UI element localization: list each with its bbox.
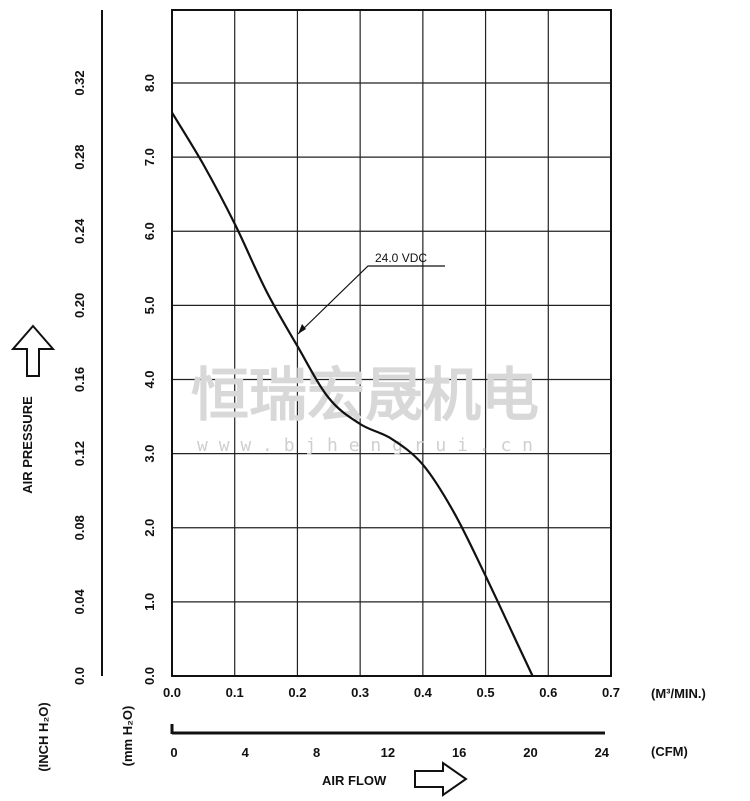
- plot-frame: [171, 9, 612, 677]
- grid: [172, 10, 611, 676]
- cfm-tick-label: 16: [452, 745, 466, 760]
- cfm-tick-label: 24: [595, 745, 610, 760]
- cfm-unit-label: (CFM): [651, 744, 688, 759]
- inch-tick-label: 0.12: [72, 441, 87, 466]
- cfm-tick-labels: 0 4 8 12 16 20 24: [170, 745, 609, 760]
- x-axis-label: AIR FLOW: [322, 773, 387, 788]
- inch-tick-label: 0.32: [72, 70, 87, 95]
- x-unit-label: (M³/MIN.): [651, 686, 706, 701]
- cfm-tick-label: 8: [313, 745, 320, 760]
- cfm-tick-label: 12: [381, 745, 395, 760]
- mmh2o-tick-label: 1.0: [142, 593, 157, 611]
- mmh2o-tick-label: 3.0: [142, 445, 157, 463]
- x-tick-label: 0.5: [477, 685, 495, 700]
- mmh2o-unit-label: (mm H₂O): [120, 706, 135, 767]
- x-tick-label: 0.4: [414, 685, 433, 700]
- watermark: 恒瑞宏晟机电 w w w . b j h e n g r u i . c n: [191, 361, 539, 456]
- inch-tick-label: 0.04: [72, 588, 87, 614]
- series-line-24vdc: [171, 112, 534, 677]
- x-tick-labels: 0.0 0.1 0.2 0.3 0.4 0.5 0.6 0.7: [163, 685, 620, 700]
- mmh2o-tick-label: 2.0: [142, 519, 157, 537]
- mmh2o-tick-labels: 0.0 1.0 2.0 3.0 4.0 5.0 6.0 7.0 8.0: [142, 74, 157, 685]
- inch-tick-label: 0.20: [72, 293, 87, 318]
- mmh2o-tick-label: 4.0: [142, 370, 157, 388]
- x-tick-label: 0.6: [539, 685, 557, 700]
- cfm-tick-label: 20: [523, 745, 537, 760]
- annotation-leader: [297, 265, 445, 335]
- inch-tick-label: 0.28: [72, 144, 87, 169]
- arrow-right-icon: [414, 761, 468, 797]
- y-axis-label: AIR PRESSURE: [20, 396, 35, 494]
- x-tick-label: 0.3: [351, 685, 369, 700]
- x-tick-label: 0.7: [602, 685, 620, 700]
- arrow-up-icon: [10, 324, 56, 377]
- inch-tick-labels: 0.0 0.04 0.08 0.12 0.16 0.20 0.24 0.28 0.32: [72, 70, 87, 685]
- mmh2o-tick-label: 5.0: [142, 296, 157, 314]
- x-tick-label: 0.0: [163, 685, 181, 700]
- annotation-arrowhead: [298, 324, 306, 334]
- mmh2o-tick-label: 8.0: [142, 74, 157, 92]
- x-tick-label: 0.2: [288, 685, 306, 700]
- mmh2o-tick-label: 0.0: [142, 667, 157, 685]
- watermark-url: w w w . b j h e n g r u i . c n: [197, 435, 533, 456]
- inch-tick-label: 0.0: [72, 667, 87, 685]
- mmh2o-tick-label: 7.0: [142, 148, 157, 166]
- cfm-tick-label: 0: [170, 745, 177, 760]
- x-tick-label: 0.1: [226, 685, 244, 700]
- annotation-label: 24.0 VDC: [375, 251, 427, 265]
- inch-tick-label: 0.24: [72, 218, 87, 244]
- inch-unit-label: (INCH H₂O): [36, 702, 51, 771]
- inch-tick-label: 0.08: [72, 515, 87, 540]
- mmh2o-tick-label: 6.0: [142, 222, 157, 240]
- cfm-tick-label: 4: [242, 745, 250, 760]
- inch-tick-label: 0.16: [72, 367, 87, 392]
- watermark-cn: 恒瑞宏晟机电: [191, 361, 539, 429]
